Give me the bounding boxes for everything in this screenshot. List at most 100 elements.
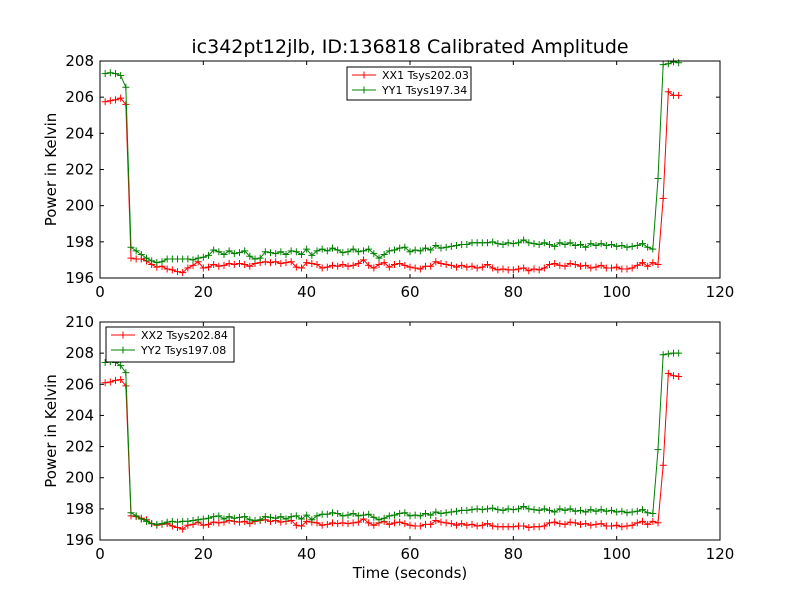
y-tick-label: 198 [65, 233, 94, 251]
data-point [323, 510, 331, 518]
data-point [639, 517, 646, 525]
data-point [396, 244, 404, 252]
data-point [494, 506, 502, 514]
data-point [453, 263, 460, 271]
data-point [577, 506, 584, 514]
data-point [664, 88, 672, 96]
data-point [551, 242, 559, 250]
data-point [571, 507, 579, 515]
data-point [375, 516, 383, 524]
data-point [628, 264, 636, 272]
data-point [623, 265, 631, 273]
data-point [633, 261, 641, 269]
data-point [292, 263, 300, 271]
data-point [391, 246, 398, 254]
x-tick-label: 40 [297, 283, 316, 301]
data-point [427, 520, 435, 528]
data-point [618, 523, 626, 531]
legend: XX2 Tsys202.84 YY2 Tsys197.08 [105, 326, 235, 363]
data-point [339, 260, 347, 268]
data-point [282, 259, 290, 267]
data-point [582, 520, 590, 528]
x-tick-label: 120 [706, 545, 735, 563]
data-point [246, 262, 254, 270]
data-point [303, 511, 311, 519]
data-point [473, 264, 481, 272]
data-point [370, 264, 378, 272]
data-point [354, 512, 362, 520]
legend-label: YY1 Tsys197.34 [381, 84, 467, 97]
data-point [608, 241, 615, 249]
data-point [127, 243, 135, 251]
data-point [442, 519, 450, 527]
data-point [148, 257, 156, 265]
data-point [292, 248, 300, 256]
data-point [132, 247, 140, 255]
data-point [654, 519, 662, 527]
data-point [515, 239, 522, 247]
data-point [225, 513, 233, 521]
series-yy [102, 58, 683, 267]
data-point [360, 247, 367, 255]
series-xx [102, 88, 683, 277]
data-point [525, 267, 533, 275]
data-point [375, 254, 383, 262]
data-point [644, 509, 652, 517]
data-point [592, 507, 600, 515]
data-point [391, 519, 398, 527]
data-point [298, 250, 305, 258]
data-point [308, 260, 316, 268]
data-point [432, 241, 440, 249]
data-point [623, 522, 631, 530]
data-point [602, 241, 610, 249]
data-point [484, 520, 491, 528]
top-chart: 0 20 40 60 80 100 120 196 198 200 202 204 206 208 Powe… [42, 52, 734, 301]
data-point [205, 251, 212, 259]
data-point [427, 262, 435, 270]
data-point [225, 247, 233, 255]
data-point [618, 507, 626, 515]
data-point [199, 515, 207, 523]
data-point [360, 256, 367, 264]
data-point [664, 369, 672, 377]
x-tick-label: 20 [194, 283, 213, 301]
data-point [282, 250, 290, 258]
data-point [261, 248, 269, 256]
data-point [370, 250, 378, 258]
y-tick-label: 210 [65, 313, 94, 331]
data-point [334, 246, 342, 254]
data-point [318, 521, 326, 529]
data-point [122, 83, 130, 91]
y-tick-label: 196 [65, 531, 94, 549]
legend-label: YY2 Tsys197.08 [140, 344, 226, 357]
data-point [618, 241, 626, 249]
data-point [210, 246, 218, 254]
data-point [463, 521, 471, 529]
data-point [597, 506, 605, 514]
data-point [251, 255, 259, 263]
x-tick-label: 0 [95, 283, 105, 301]
data-point [272, 258, 280, 266]
x-tick-label: 40 [297, 545, 316, 563]
data-point [396, 518, 404, 526]
data-point [106, 378, 114, 386]
data-point [623, 243, 631, 251]
data-point [220, 261, 228, 269]
x-tick-label: 20 [194, 545, 213, 563]
data-point [478, 506, 486, 514]
data-point [406, 512, 414, 520]
data-point [437, 260, 445, 268]
data-point [230, 260, 238, 268]
data-point [520, 236, 528, 244]
data-point [122, 369, 130, 377]
data-point [236, 249, 243, 257]
data-point [272, 250, 280, 258]
data-point [329, 519, 336, 527]
data-point [106, 69, 114, 77]
data-point [344, 511, 352, 519]
data-point [210, 513, 218, 521]
data-point [447, 242, 455, 250]
data-point [153, 259, 161, 267]
data-point [292, 521, 300, 529]
